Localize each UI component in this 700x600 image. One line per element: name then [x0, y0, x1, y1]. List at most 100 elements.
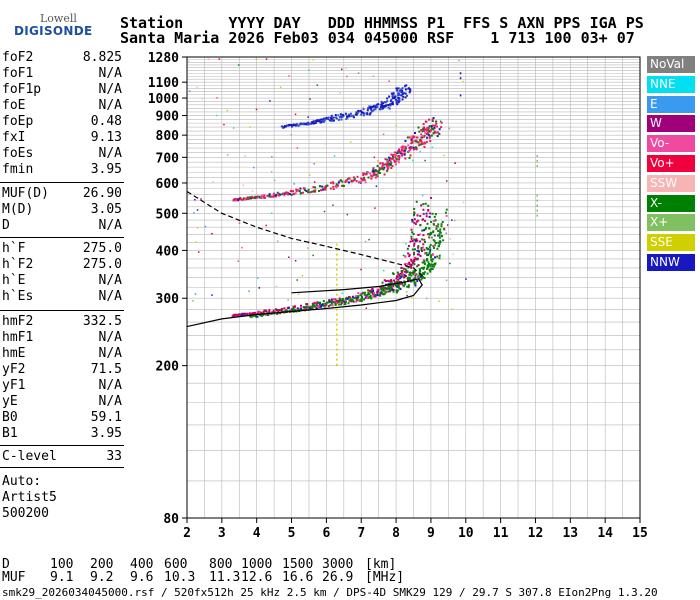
- trace-point: [348, 114, 351, 117]
- trace-point: [319, 121, 322, 124]
- trace-point: [307, 191, 310, 194]
- trace-point: [422, 266, 425, 269]
- trace-point: [372, 289, 375, 292]
- trace-point: [402, 149, 405, 152]
- noise-point: [453, 219, 456, 222]
- trace-point: [398, 156, 401, 159]
- trace-point: [389, 162, 392, 165]
- param-row: fmin 3.95: [2, 162, 122, 178]
- trace-point: [288, 193, 291, 196]
- trace-point: [442, 227, 445, 230]
- trace-point: [381, 102, 384, 105]
- trace-point: [417, 233, 420, 236]
- trace-point: [318, 303, 321, 306]
- trace-point: [356, 112, 359, 115]
- noise-point: [288, 256, 290, 258]
- trace-point: [263, 196, 266, 199]
- trace-point: [311, 121, 314, 124]
- trace-point: [433, 246, 436, 249]
- trace-point: [428, 215, 431, 218]
- trace-point: [280, 125, 283, 128]
- trace-point: [402, 146, 405, 149]
- trace-point: [438, 234, 441, 237]
- noise-point: [313, 181, 316, 183]
- trace-point: [433, 130, 436, 133]
- trace-point: [419, 223, 422, 226]
- trace-point: [335, 300, 338, 303]
- trace-point: [369, 107, 372, 110]
- legend-item: W: [647, 115, 695, 133]
- trace-point: [374, 108, 377, 111]
- trace-point: [434, 262, 437, 265]
- noise-point: [297, 293, 300, 295]
- trace-point: [411, 141, 414, 144]
- trace-point: [374, 106, 377, 109]
- muf-value: 9.2: [90, 570, 114, 585]
- trace-point: [416, 265, 419, 268]
- trace-point: [337, 300, 340, 303]
- trace-point: [368, 295, 371, 298]
- trace-point: [428, 250, 431, 253]
- trace-point: [367, 291, 370, 294]
- trace-point: [438, 240, 441, 243]
- trace-point: [404, 157, 407, 160]
- trace-point: [360, 300, 363, 303]
- trace-point: [396, 285, 399, 288]
- trace-point: [416, 214, 419, 217]
- trace-point: [255, 196, 258, 199]
- param-value: N/A: [98, 346, 122, 361]
- trace-point: [253, 311, 256, 314]
- y-tick-label: 80: [163, 512, 179, 527]
- noise-point: [196, 209, 199, 211]
- param-value: N/A: [98, 378, 122, 393]
- trace-point: [306, 303, 309, 306]
- trace-point: [383, 101, 386, 104]
- trace-point: [396, 283, 399, 286]
- trace-point: [436, 247, 439, 250]
- trace-point: [410, 228, 413, 231]
- trace-point: [395, 87, 398, 90]
- trace-point: [416, 258, 419, 261]
- trace-point: [353, 177, 356, 180]
- trace-point: [397, 149, 400, 152]
- trace-point: [412, 259, 415, 262]
- trace-point: [303, 189, 306, 192]
- trace-point: [312, 122, 315, 125]
- trace-point: [431, 267, 434, 270]
- trace-point: [411, 248, 414, 251]
- trace-point: [373, 108, 376, 111]
- trace-point: [367, 107, 370, 110]
- trace-point: [428, 252, 431, 255]
- trace-point: [355, 300, 358, 303]
- trace-point: [368, 289, 371, 292]
- trace-point: [439, 231, 442, 234]
- trace-point: [326, 301, 329, 304]
- trace-point: [422, 268, 425, 271]
- noise-point: [226, 109, 229, 112]
- trace-point: [435, 226, 438, 229]
- trace-point: [421, 238, 424, 241]
- param-value: 9.13: [90, 130, 122, 145]
- noise-point: [307, 116, 309, 118]
- trace-point: [372, 294, 375, 297]
- trace-point: [387, 279, 390, 282]
- noise-point: [332, 204, 334, 206]
- trace-point: [431, 127, 434, 130]
- trace-point: [410, 266, 413, 269]
- trace-point: [422, 135, 425, 138]
- trace-point: [347, 296, 350, 299]
- trace-point: [396, 89, 399, 92]
- trace-point: [431, 236, 434, 239]
- trace-point: [307, 307, 310, 310]
- trace-point: [356, 296, 359, 299]
- trace-point: [242, 197, 245, 200]
- param-value: 332.5: [82, 314, 122, 329]
- trace-point: [415, 136, 418, 139]
- trace-point: [429, 256, 432, 259]
- trace-point: [407, 286, 410, 289]
- trace-point: [440, 121, 443, 124]
- trace-point: [395, 157, 398, 160]
- param-value: 3.95: [90, 162, 122, 177]
- trace-point: [432, 238, 435, 241]
- trace-point: [298, 190, 301, 193]
